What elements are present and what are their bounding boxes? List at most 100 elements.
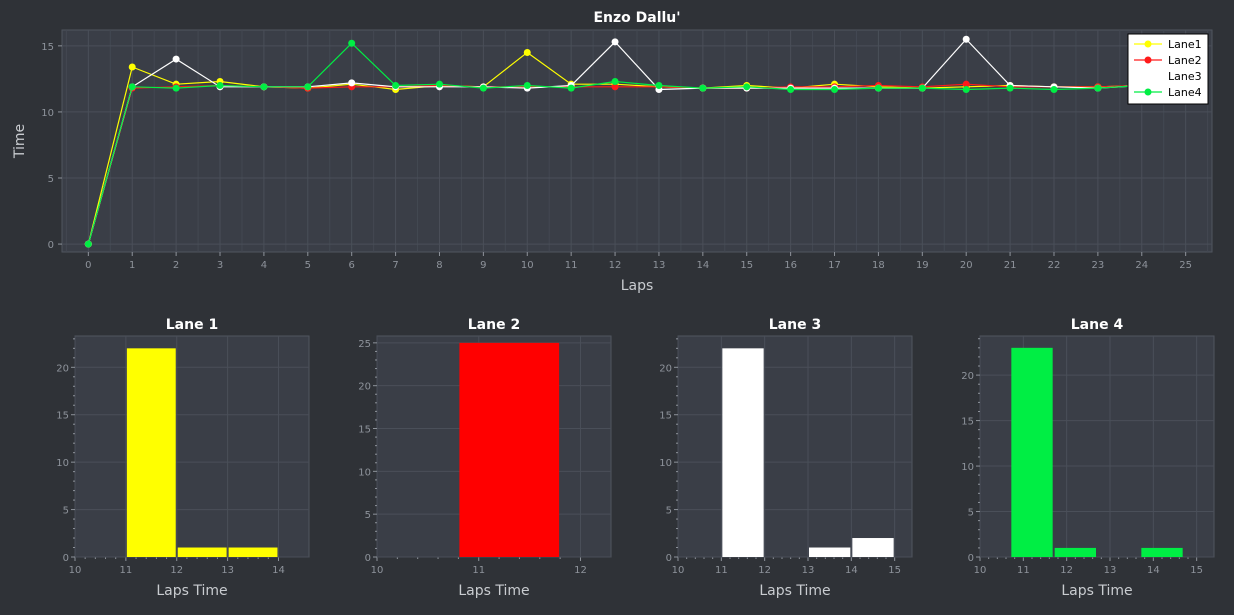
line-x-tick-label: 7 bbox=[392, 260, 398, 271]
line-x-tick-label: 4 bbox=[261, 260, 267, 271]
line-x-tick-label: 15 bbox=[740, 260, 753, 271]
histogram-x-axis-label: Laps Time bbox=[156, 583, 227, 599]
line-x-tick-label: 1 bbox=[129, 260, 135, 271]
histogram-x-tick-label: 12 bbox=[1060, 565, 1073, 576]
series-point-lane4 bbox=[260, 83, 268, 91]
histogram-lane-1: 10 11 12 13 14 0 5 10 15 20 Lane 1 Laps Time bbox=[56, 317, 310, 599]
histogram-bar bbox=[1054, 547, 1096, 557]
line-x-tick-label: 24 bbox=[1135, 260, 1148, 271]
histogram-y-tick-label: 0 bbox=[365, 553, 371, 564]
series-point-lane1 bbox=[128, 63, 136, 71]
line-x-tick-label: 6 bbox=[349, 260, 355, 271]
line-x-tick-label: 13 bbox=[653, 260, 666, 271]
histogram-x-tick-label: 11 bbox=[1017, 565, 1030, 576]
histogram-y-tick-label: 15 bbox=[961, 417, 974, 428]
histogram-title: Lane 4 bbox=[1071, 317, 1124, 333]
series-point-lane4 bbox=[1006, 84, 1014, 92]
histogram-x-tick-label: 10 bbox=[974, 565, 987, 576]
histogram-y-tick-label: 20 bbox=[961, 371, 974, 382]
histogram-y-tick-label: 15 bbox=[358, 425, 371, 436]
series-point-lane3 bbox=[348, 79, 356, 87]
legend-label: Lane1 bbox=[1168, 38, 1202, 51]
line-x-tick-label: 12 bbox=[609, 260, 622, 271]
histogram-y-tick-label: 10 bbox=[358, 467, 371, 478]
series-point-lane4 bbox=[611, 78, 619, 86]
histogram-x-tick-label: 12 bbox=[758, 565, 771, 576]
histogram-x-tick-label: 14 bbox=[1147, 565, 1160, 576]
series-point-lane4 bbox=[567, 84, 575, 92]
histogram-x-tick-label: 12 bbox=[574, 565, 587, 576]
series-point-lane4 bbox=[435, 80, 443, 88]
series-point-lane4 bbox=[128, 83, 136, 91]
line-x-tick-label: 23 bbox=[1092, 260, 1105, 271]
histogram-y-tick-label: 0 bbox=[63, 553, 69, 564]
series-point-lane4 bbox=[831, 85, 839, 93]
histogram-y-tick-label: 15 bbox=[56, 411, 69, 422]
line-x-axis-label: Laps bbox=[621, 278, 654, 294]
line-y-axis-label: Time bbox=[12, 124, 28, 159]
histogram-x-tick-label: 13 bbox=[802, 565, 815, 576]
histogram-y-tick-label: 5 bbox=[666, 506, 672, 517]
histogram-y-tick-label: 0 bbox=[666, 553, 672, 564]
histogram-y-tick-label: 20 bbox=[56, 363, 69, 374]
histogram-x-tick-label: 13 bbox=[1104, 565, 1117, 576]
histogram-bar bbox=[228, 547, 278, 557]
line-x-tick-label: 0 bbox=[85, 260, 91, 271]
histogram-x-tick-label: 15 bbox=[1190, 565, 1203, 576]
histogram-y-tick-label: 5 bbox=[365, 510, 371, 521]
line-y-tick-label: 15 bbox=[41, 42, 54, 53]
histogram-y-tick-label: 20 bbox=[659, 363, 672, 374]
histogram-x-tick-label: 15 bbox=[888, 565, 901, 576]
legend-swatch-marker bbox=[1144, 72, 1152, 80]
line-y-tick-label: 0 bbox=[48, 240, 54, 251]
histogram-y-tick-label: 20 bbox=[358, 382, 371, 393]
histogram-x-axis-label: Laps Time bbox=[1061, 583, 1132, 599]
line-chart-title: Enzo Dallu' bbox=[593, 10, 680, 26]
histogram-y-tick-label: 0 bbox=[968, 553, 974, 564]
series-point-lane3 bbox=[962, 35, 970, 43]
legend-swatch-marker bbox=[1144, 88, 1152, 96]
histogram-bar bbox=[1011, 347, 1053, 557]
histogram-bar bbox=[1141, 547, 1183, 557]
histogram-title: Lane 3 bbox=[769, 317, 821, 333]
line-x-tick-label: 17 bbox=[828, 260, 841, 271]
histogram-bar bbox=[722, 348, 764, 557]
histogram-y-tick-label: 10 bbox=[56, 458, 69, 469]
histogram-plot-area bbox=[74, 335, 310, 558]
histogram-x-tick-label: 11 bbox=[472, 565, 485, 576]
line-x-tick-label: 2 bbox=[173, 260, 179, 271]
histogram-lane-3: 10 11 12 13 14 15 0 5 10 15 20 Lane 3 Laps Time bbox=[659, 317, 913, 599]
line-chart: 0 1 2 3 4 5 6 7 8 9 10 11 12 13 14 15 16 17 18 19 20 21 22 23 24… bbox=[12, 10, 1213, 294]
legend-label: Lane2 bbox=[1168, 54, 1202, 67]
series-point-lane4 bbox=[1094, 84, 1102, 92]
line-x-tick-label: 11 bbox=[565, 260, 578, 271]
legend-swatch-marker bbox=[1144, 56, 1152, 64]
line-x-tick-label: 25 bbox=[1179, 260, 1192, 271]
series-point-lane4 bbox=[172, 84, 180, 92]
line-x-tick-label: 9 bbox=[480, 260, 486, 271]
series-point-lane2 bbox=[962, 80, 970, 88]
histogram-bar bbox=[459, 342, 560, 557]
histogram-y-tick-label: 5 bbox=[63, 506, 69, 517]
series-point-lane4 bbox=[304, 83, 312, 91]
line-y-tick-label: 5 bbox=[48, 174, 54, 185]
histogram-x-tick-label: 14 bbox=[272, 565, 285, 576]
series-point-lane4 bbox=[348, 39, 356, 47]
histogram-x-tick-label: 13 bbox=[221, 565, 234, 576]
histogram-x-tick-label: 10 bbox=[672, 565, 685, 576]
series-point-lane3 bbox=[172, 55, 180, 63]
line-x-tick-label: 19 bbox=[916, 260, 929, 271]
histogram-title: Lane 1 bbox=[166, 317, 218, 333]
line-x-tick-label: 14 bbox=[696, 260, 709, 271]
line-x-tick-label: 20 bbox=[960, 260, 973, 271]
histogram-y-tick-label: 10 bbox=[961, 462, 974, 473]
series-point-lane4 bbox=[523, 82, 531, 89]
histogram-lane-4: 10 11 12 13 14 15 0 5 10 15 20 Lane 4 Laps Time bbox=[961, 317, 1215, 599]
legend-label: Lane4 bbox=[1168, 86, 1202, 99]
series-point-lane2 bbox=[611, 83, 619, 91]
histogram-x-tick-label: 11 bbox=[715, 565, 728, 576]
histogram-y-tick-label: 25 bbox=[358, 339, 371, 350]
histogram-x-axis-label: Laps Time bbox=[759, 583, 830, 599]
